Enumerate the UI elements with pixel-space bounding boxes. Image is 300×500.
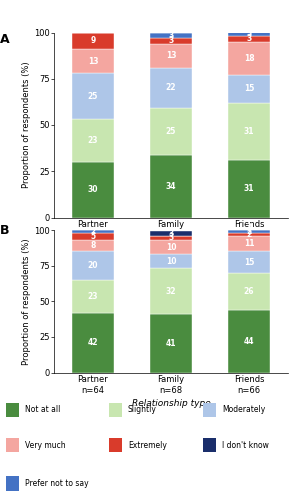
Bar bbox=[228, 233, 271, 235]
Text: 11: 11 bbox=[244, 239, 254, 248]
Bar bbox=[150, 236, 193, 240]
FancyBboxPatch shape bbox=[203, 438, 216, 452]
Bar bbox=[150, 44, 193, 68]
Text: 9: 9 bbox=[90, 36, 96, 46]
Bar bbox=[228, 236, 271, 252]
Text: 3: 3 bbox=[168, 36, 174, 46]
Bar bbox=[150, 232, 193, 235]
Text: 3: 3 bbox=[246, 29, 252, 38]
Bar bbox=[228, 310, 271, 372]
Bar bbox=[72, 240, 115, 252]
Bar bbox=[228, 42, 271, 75]
Bar bbox=[228, 103, 271, 160]
Text: 20: 20 bbox=[88, 261, 98, 270]
Text: 25: 25 bbox=[88, 92, 98, 101]
Text: 10: 10 bbox=[166, 257, 176, 266]
Bar bbox=[150, 30, 193, 32]
Bar bbox=[72, 233, 115, 240]
Bar bbox=[228, 75, 271, 103]
Text: 3: 3 bbox=[168, 234, 174, 242]
Bar bbox=[228, 226, 271, 230]
Bar bbox=[72, 49, 115, 73]
FancyBboxPatch shape bbox=[6, 476, 19, 490]
Bar bbox=[72, 32, 115, 49]
Text: 18: 18 bbox=[244, 54, 254, 63]
Text: 25: 25 bbox=[166, 127, 176, 136]
FancyBboxPatch shape bbox=[109, 438, 122, 452]
Bar bbox=[150, 268, 193, 314]
Text: Slightly: Slightly bbox=[128, 406, 157, 414]
Text: A: A bbox=[0, 32, 10, 46]
Bar bbox=[72, 312, 115, 372]
Bar bbox=[72, 73, 115, 120]
Text: Moderately: Moderately bbox=[222, 406, 265, 414]
Text: 3: 3 bbox=[246, 34, 252, 43]
Y-axis label: Proportion of respondents (%): Proportion of respondents (%) bbox=[22, 62, 31, 188]
Text: 10: 10 bbox=[166, 242, 176, 252]
Bar bbox=[72, 280, 115, 312]
Bar bbox=[228, 230, 271, 233]
Text: 8: 8 bbox=[90, 241, 96, 250]
Bar bbox=[72, 120, 115, 162]
Text: 41: 41 bbox=[166, 339, 176, 348]
Text: 31: 31 bbox=[244, 127, 254, 136]
Bar bbox=[72, 252, 115, 280]
Text: B: B bbox=[0, 224, 10, 237]
Text: Not at all: Not at all bbox=[25, 406, 60, 414]
FancyBboxPatch shape bbox=[6, 402, 19, 417]
X-axis label: Relationship type: Relationship type bbox=[132, 244, 210, 253]
Text: 31: 31 bbox=[244, 184, 254, 194]
Bar bbox=[150, 68, 193, 108]
Text: Prefer not to say: Prefer not to say bbox=[25, 479, 89, 488]
Text: 2: 2 bbox=[90, 227, 96, 236]
Y-axis label: Proportion of respondents (%): Proportion of respondents (%) bbox=[22, 238, 31, 364]
Bar bbox=[228, 273, 271, 310]
Text: 42: 42 bbox=[88, 338, 98, 347]
Text: 34: 34 bbox=[166, 182, 176, 190]
Text: 3: 3 bbox=[168, 31, 174, 40]
Bar bbox=[228, 252, 271, 273]
Text: 23: 23 bbox=[88, 136, 98, 145]
Text: 15: 15 bbox=[244, 258, 254, 266]
Text: 23: 23 bbox=[88, 292, 98, 301]
Bar bbox=[150, 38, 193, 44]
Text: 15: 15 bbox=[244, 84, 254, 94]
Bar bbox=[150, 254, 193, 268]
Text: 30: 30 bbox=[88, 185, 98, 194]
Bar bbox=[150, 108, 193, 154]
FancyBboxPatch shape bbox=[203, 402, 216, 417]
Bar bbox=[150, 32, 193, 38]
Text: 13: 13 bbox=[166, 51, 176, 60]
Text: 32: 32 bbox=[166, 287, 176, 296]
Text: 3: 3 bbox=[168, 229, 174, 238]
Text: 2: 2 bbox=[246, 227, 252, 236]
Bar bbox=[150, 314, 193, 372]
Text: I don't know: I don't know bbox=[222, 440, 269, 450]
Bar bbox=[150, 240, 193, 254]
Text: 26: 26 bbox=[244, 287, 254, 296]
Bar bbox=[72, 230, 115, 233]
Bar bbox=[72, 162, 115, 218]
FancyBboxPatch shape bbox=[6, 438, 19, 452]
Bar bbox=[228, 160, 271, 218]
Text: 3: 3 bbox=[246, 224, 252, 232]
Text: 44: 44 bbox=[244, 336, 254, 345]
Bar bbox=[150, 154, 193, 218]
Bar bbox=[228, 29, 271, 30]
Text: Extremely: Extremely bbox=[128, 440, 167, 450]
Bar bbox=[228, 30, 271, 36]
Text: 2: 2 bbox=[246, 230, 252, 239]
Text: 22: 22 bbox=[166, 84, 176, 92]
FancyBboxPatch shape bbox=[109, 402, 122, 417]
Text: 5: 5 bbox=[90, 232, 96, 241]
Bar bbox=[228, 36, 271, 42]
Text: 13: 13 bbox=[88, 56, 98, 66]
Text: Very much: Very much bbox=[25, 440, 66, 450]
X-axis label: Relationship type: Relationship type bbox=[132, 399, 210, 408]
